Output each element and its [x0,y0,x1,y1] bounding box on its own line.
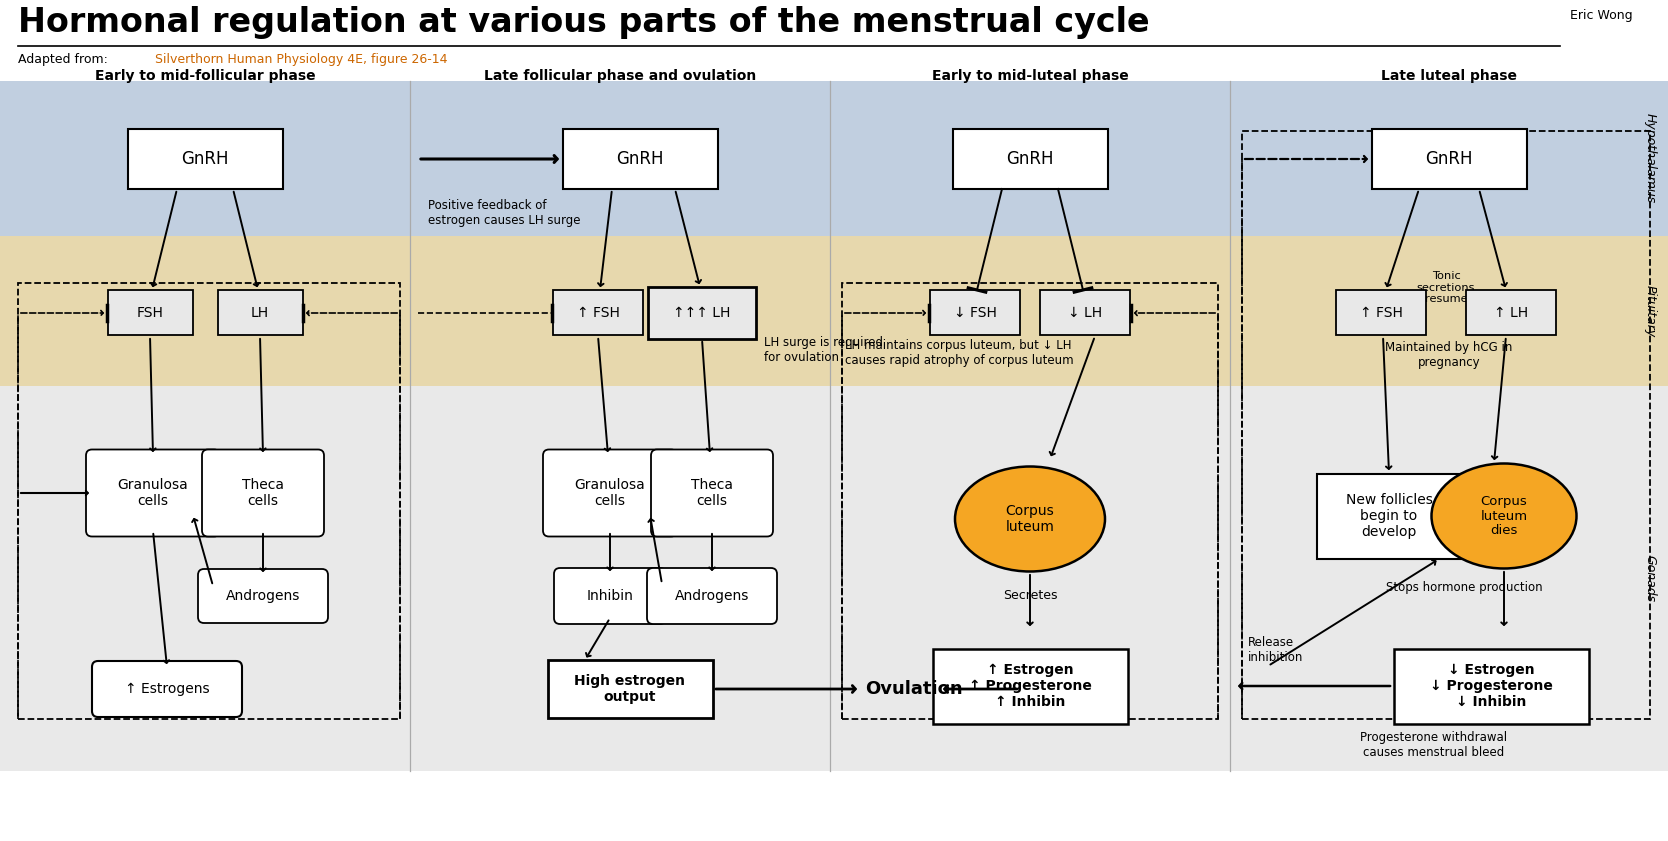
Bar [952,129,1108,189]
Ellipse shape [956,467,1104,572]
Ellipse shape [1431,463,1576,569]
Bar [647,287,756,339]
FancyBboxPatch shape [651,449,772,537]
Bar [1336,290,1426,336]
Bar [931,290,1021,336]
Text: Inhibin: Inhibin [587,589,634,603]
Text: ↓ FSH: ↓ FSH [954,306,996,320]
Text: ↑ FSH: ↑ FSH [1359,306,1403,320]
Text: Pituitary: Pituitary [1643,285,1656,337]
FancyBboxPatch shape [647,568,777,624]
Text: Hypothalamus: Hypothalamus [1643,114,1656,204]
Text: Silverthorn Human Physiology 4E, figure 26-14: Silverthorn Human Physiology 4E, figure … [155,53,447,66]
Text: Granulosa
cells: Granulosa cells [574,478,646,508]
Text: Tonic
secretions
resume: Tonic secretions resume [1416,271,1475,304]
Text: Progesterone withdrawal
causes menstrual bleed: Progesterone withdrawal causes menstrual… [1361,731,1508,759]
Bar [1041,290,1129,336]
FancyBboxPatch shape [202,449,324,537]
Text: New follicles
begin to
develop: New follicles begin to develop [1346,493,1433,539]
Text: ↑ FSH: ↑ FSH [577,306,619,320]
Text: ↓ Estrogen
↓ Progesterone
↓ Inhibin: ↓ Estrogen ↓ Progesterone ↓ Inhibin [1429,663,1553,709]
Text: GnRH: GnRH [615,150,664,168]
Text: GnRH: GnRH [1006,150,1054,168]
Text: ↑ Estrogens: ↑ Estrogens [125,682,208,696]
Text: Stops hormone production: Stops hormone production [1386,581,1543,594]
Bar [1316,473,1461,558]
FancyBboxPatch shape [544,449,677,537]
Text: Hormonal regulation at various parts of the menstrual cycle: Hormonal regulation at various parts of … [18,6,1149,39]
Bar [1371,129,1526,189]
Text: ↑↑↑ LH: ↑↑↑ LH [674,306,731,320]
Bar [1393,648,1588,723]
Bar [547,660,712,718]
Bar [127,129,282,189]
Text: Secretes: Secretes [1002,589,1058,602]
Bar [0,81,1668,236]
Bar [0,386,1668,771]
Bar [107,290,192,336]
Bar [1466,290,1556,336]
Text: ↑ LH: ↑ LH [1495,306,1528,320]
Bar [1243,131,1650,719]
Text: Ovulation: Ovulation [866,680,962,698]
Text: Gonads: Gonads [1643,555,1656,602]
FancyBboxPatch shape [198,569,329,623]
Text: ↓ LH: ↓ LH [1068,306,1103,320]
Bar [842,283,1218,719]
Text: Corpus
luteum: Corpus luteum [1006,504,1054,534]
Text: GnRH: GnRH [182,150,229,168]
Text: LH: LH [250,306,269,320]
Text: Early to mid-follicular phase: Early to mid-follicular phase [95,69,315,83]
Bar [217,290,302,336]
Text: Theca
cells: Theca cells [242,478,284,508]
Text: LH surge is required
for ovulation: LH surge is required for ovulation [764,336,882,364]
FancyBboxPatch shape [554,568,666,624]
Text: GnRH: GnRH [1424,150,1473,168]
Text: ↑ Estrogen
↑ Progesterone
↑ Inhibin: ↑ Estrogen ↑ Progesterone ↑ Inhibin [969,663,1091,709]
Text: FSH: FSH [137,306,163,320]
Bar [554,290,642,336]
Bar [0,236,1668,386]
Bar [562,129,717,189]
Text: Positive feedback of
estrogen causes LH surge: Positive feedback of estrogen causes LH … [429,199,580,227]
Text: Eric Wong: Eric Wong [1570,9,1633,22]
Text: Release
inhibition: Release inhibition [1248,636,1303,664]
Text: Theca
cells: Theca cells [691,478,732,508]
Text: Androgens: Androgens [676,589,749,603]
FancyBboxPatch shape [87,449,220,537]
Text: High estrogen
output: High estrogen output [574,674,686,704]
Text: Late follicular phase and ovulation: Late follicular phase and ovulation [484,69,756,83]
Bar [18,283,400,719]
Text: Maintained by hCG in
pregnancy: Maintained by hCG in pregnancy [1386,341,1513,369]
Text: Late luteal phase: Late luteal phase [1381,69,1516,83]
Text: Early to mid-luteal phase: Early to mid-luteal phase [932,69,1128,83]
Text: Granulosa
cells: Granulosa cells [118,478,188,508]
Text: Corpus
luteum
dies: Corpus luteum dies [1481,495,1528,537]
Bar [932,648,1128,723]
FancyBboxPatch shape [92,661,242,717]
Text: Adapted from:: Adapted from: [18,53,112,66]
Text: Androgens: Androgens [225,589,300,603]
Text: LH maintains corpus luteum, but ↓ LH
causes rapid atrophy of corpus luteum: LH maintains corpus luteum, but ↓ LH cau… [846,339,1074,367]
